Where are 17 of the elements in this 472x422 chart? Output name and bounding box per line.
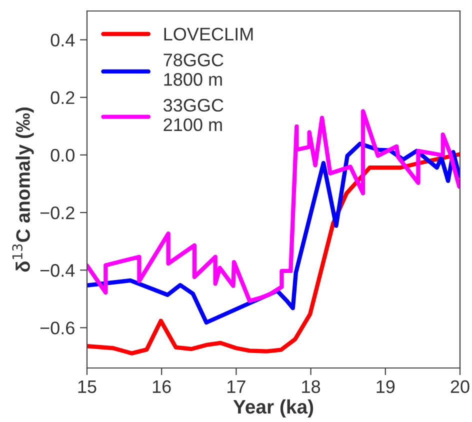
- legend-label: 33GGC 2100 m: [164, 98, 224, 132]
- y-tick-label: 0.4: [50, 34, 75, 47]
- x-tick-label: 20: [450, 380, 470, 394]
- legend-label: LOVECLIM: [164, 28, 253, 41]
- y-axis-title: δ$^{13}$C anomaly (‰): [12, 108, 34, 272]
- x-tick-label: 16: [152, 380, 171, 394]
- y-tick-label: 0.2: [50, 91, 74, 104]
- x-tick-label: 15: [78, 380, 96, 394]
- y-tick-label: −0.2: [40, 206, 74, 220]
- y-tick-label: −0.4: [40, 264, 75, 277]
- y-tick-label: 0.0: [50, 148, 74, 162]
- legend-label: 78GGC 1800 m: [164, 54, 224, 86]
- x-tick-label: 18: [302, 380, 320, 394]
- y-tick-label: −0.6: [40, 322, 74, 334]
- x-tick-label: 17: [228, 380, 246, 393]
- x-tick-label: 19: [376, 380, 395, 394]
- x-axis-title: Year (ka): [233, 399, 314, 418]
